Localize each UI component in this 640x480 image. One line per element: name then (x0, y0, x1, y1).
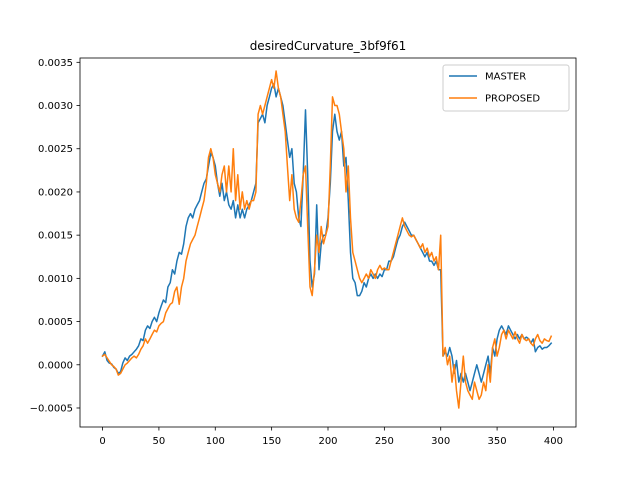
x-tick-label: 0 (99, 436, 105, 447)
x-tick-label: 400 (544, 436, 563, 447)
y-tick-label: 0.0000 (38, 360, 73, 371)
x-tick-label: 100 (206, 436, 225, 447)
y-tick-label: 0.0025 (38, 144, 73, 155)
x-tick-label: 50 (153, 436, 166, 447)
y-tick-label: 0.0010 (38, 274, 73, 285)
plot-area (101, 70, 553, 409)
y-tick-label: −0.0005 (30, 403, 73, 414)
series-line-proposed (101, 70, 553, 409)
y-tick-label: 0.0030 (38, 101, 73, 112)
axes: 0 50 100 150 200 250 300 350 400 −0.0005 0.0000 0.0… (30, 57, 577, 447)
x-tick-label: 250 (375, 436, 394, 447)
x-tick-label: 150 (262, 436, 281, 447)
y-tick-label: 0.0035 (38, 58, 73, 69)
y-tick-label: 0.0005 (38, 317, 73, 328)
legend: MASTER PROPOSED (442, 64, 570, 112)
legend-label-master: MASTER (485, 72, 526, 83)
x-tick-label: 200 (318, 436, 337, 447)
x-tick-label: 300 (431, 436, 450, 447)
series-line-master (101, 83, 553, 392)
x-tick-label: 350 (488, 436, 507, 447)
y-tick-label: 0.0015 (38, 231, 73, 242)
y-tick-label: 0.0020 (38, 187, 73, 198)
legend-label-proposed: PROPOSED (485, 94, 540, 105)
chart-title: desiredCurvature_3bf9f61 (250, 39, 407, 53)
